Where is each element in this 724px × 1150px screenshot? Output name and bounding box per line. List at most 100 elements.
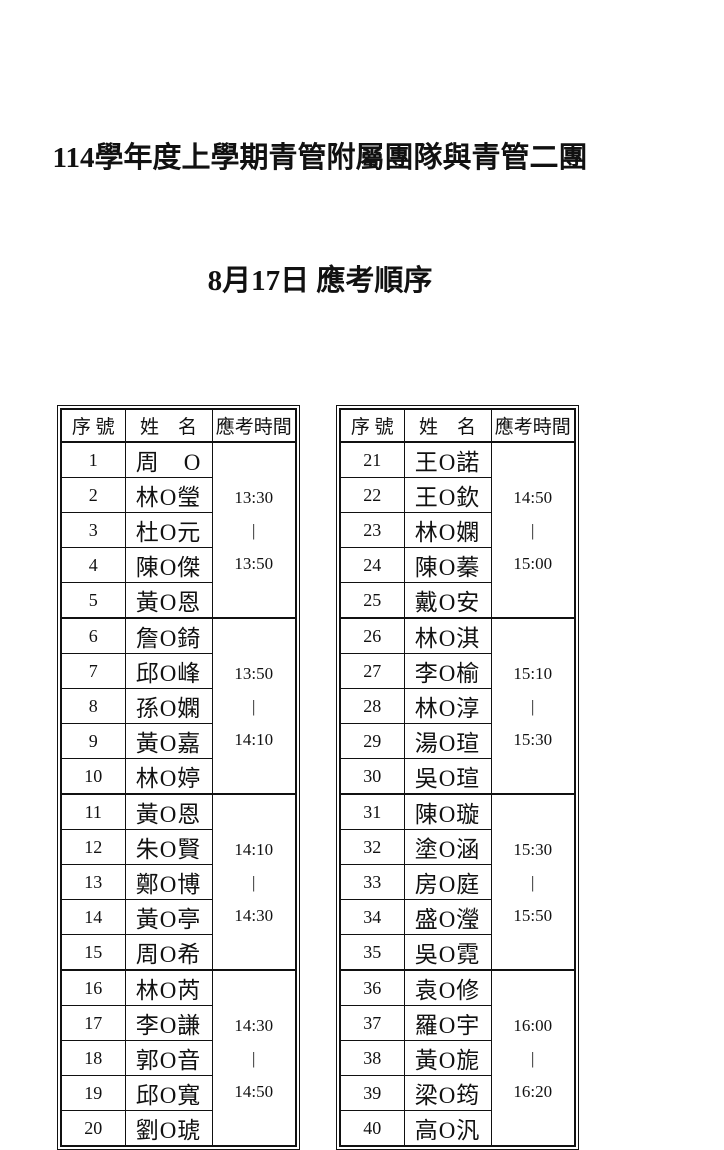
table-row: 14 黃O亭 bbox=[60, 899, 296, 935]
name-cell: 羅O宇 bbox=[403, 1005, 492, 1041]
table-row: 33 房O庭 bbox=[339, 864, 575, 900]
seq-cell: 9 bbox=[60, 723, 126, 759]
schedule-table-right: 序 號 姓 名 應考時間 21 王O諾 14:50 | 15:00 22 王O欽 bbox=[339, 408, 576, 1147]
table-row: 24 陳O蓁 bbox=[339, 547, 575, 583]
time-group: 26 林O淇 15:10 | 15:30 27 李O榆 28 林O淳 29 bbox=[339, 617, 576, 795]
table-row: 9 黃O嘉 bbox=[60, 723, 296, 759]
name-cell: 黃O恩 bbox=[124, 582, 213, 619]
name-cell: 朱O賢 bbox=[124, 829, 213, 865]
name-cell: 吳O霓 bbox=[403, 934, 492, 971]
seq-cell: 19 bbox=[60, 1075, 126, 1111]
name-cell: 林O淳 bbox=[403, 688, 492, 724]
time-cell: 15:10 | 15:30 bbox=[490, 617, 576, 795]
table-row: 12 朱O賢 bbox=[60, 829, 296, 865]
seq-cell: 23 bbox=[339, 512, 405, 548]
time-cell: 14:50 | 15:00 bbox=[490, 441, 576, 619]
name-cell: 房O庭 bbox=[403, 864, 492, 900]
seq-cell: 39 bbox=[339, 1075, 405, 1111]
seq-cell: 29 bbox=[339, 723, 405, 759]
seq-cell: 21 bbox=[339, 441, 405, 478]
seq-cell: 37 bbox=[339, 1005, 405, 1041]
table-row: 29 湯O瑄 bbox=[339, 723, 575, 759]
table-row: 6 詹O錡 13:50 | 14:10 bbox=[60, 617, 297, 795]
header-row: 序 號 姓 名 應考時間 bbox=[60, 408, 297, 443]
schedule-tables: 序 號 姓 名 應考時間 1 周 O 13:30 | 13:50 2 林O瑩 bbox=[57, 405, 724, 1150]
name-cell: 戴O安 bbox=[403, 582, 492, 619]
time-group: 6 詹O錡 13:50 | 14:10 7 邱O峰 8 孫O嫻 9 黃O嘉 bbox=[60, 617, 297, 795]
table-row: 10 林O婷 bbox=[60, 758, 296, 795]
table-row: 25 戴O安 bbox=[339, 582, 575, 619]
table-row: 35 吳O霓 bbox=[339, 934, 575, 971]
seq-cell: 15 bbox=[60, 934, 126, 971]
time-group: 36 袁O修 16:00 | 16:20 37 羅O宇 38 黃O旎 39 bbox=[339, 969, 576, 1147]
header-seq: 序 號 bbox=[339, 408, 405, 443]
table-row: 16 林O芮 14:30 | 14:50 bbox=[60, 969, 297, 1147]
seq-cell: 2 bbox=[60, 477, 126, 513]
seq-cell: 32 bbox=[339, 829, 405, 865]
name-cell: 林O瑩 bbox=[124, 477, 213, 513]
name-cell: 袁O修 bbox=[403, 969, 492, 1006]
name-cell: 邱O峰 bbox=[124, 653, 213, 689]
name-cell: 梁O筠 bbox=[403, 1075, 492, 1111]
seq-cell: 6 bbox=[60, 617, 126, 654]
name-cell: 周O希 bbox=[124, 934, 213, 971]
schedule-table-right-frame: 序 號 姓 名 應考時間 21 王O諾 14:50 | 15:00 22 王O欽 bbox=[336, 405, 579, 1150]
seq-cell: 33 bbox=[339, 864, 405, 900]
seq-cell: 5 bbox=[60, 582, 126, 619]
table-row: 26 林O淇 15:10 | 15:30 bbox=[339, 617, 576, 795]
time-group: 31 陳O璇 15:30 | 15:50 32 塗O涵 33 房O庭 34 bbox=[339, 793, 576, 971]
seq-cell: 17 bbox=[60, 1005, 126, 1041]
name-cell: 黃O亭 bbox=[124, 899, 213, 935]
table-row: 4 陳O傑 bbox=[60, 547, 296, 583]
seq-cell: 38 bbox=[339, 1040, 405, 1076]
table-row: 23 林O嫻 bbox=[339, 512, 575, 548]
seq-cell: 30 bbox=[339, 758, 405, 795]
seq-cell: 31 bbox=[339, 793, 405, 830]
seq-cell: 8 bbox=[60, 688, 126, 724]
name-cell: 林O嫻 bbox=[403, 512, 492, 548]
table-row: 31 陳O璇 15:30 | 15:50 bbox=[339, 793, 576, 971]
document-title: 114學年度上學期青管附屬團隊與青管二團 8月17日 應考順序 bbox=[0, 0, 640, 384]
name-cell: 林O婷 bbox=[124, 758, 213, 795]
seq-cell: 28 bbox=[339, 688, 405, 724]
table-row: 15 周O希 bbox=[60, 934, 296, 971]
seq-cell: 10 bbox=[60, 758, 126, 795]
time-cell: 13:50 | 14:10 bbox=[211, 617, 297, 795]
seq-cell: 11 bbox=[60, 793, 126, 830]
time-group: 16 林O芮 14:30 | 14:50 17 李O謙 18 郭O音 19 bbox=[60, 969, 297, 1147]
table-row: 36 袁O修 16:00 | 16:20 bbox=[339, 969, 576, 1147]
time-cell: 13:30 | 13:50 bbox=[211, 441, 297, 619]
seq-cell: 26 bbox=[339, 617, 405, 654]
name-cell: 王O欽 bbox=[403, 477, 492, 513]
time-group: 11 黃O恩 14:10 | 14:30 12 朱O賢 13 鄭O博 14 bbox=[60, 793, 297, 971]
seq-cell: 16 bbox=[60, 969, 126, 1006]
table-row: 7 邱O峰 bbox=[60, 653, 296, 689]
table-row: 11 黃O恩 14:10 | 14:30 bbox=[60, 793, 297, 971]
seq-cell: 40 bbox=[339, 1110, 405, 1147]
table-row: 8 孫O嫻 bbox=[60, 688, 296, 724]
table-row: 2 林O瑩 bbox=[60, 477, 296, 513]
seq-cell: 12 bbox=[60, 829, 126, 865]
time-group: 21 王O諾 14:50 | 15:00 22 王O欽 23 林O嫻 24 bbox=[339, 441, 576, 619]
time-cell: 14:10 | 14:30 bbox=[211, 793, 297, 971]
table-row: 5 黃O恩 bbox=[60, 582, 296, 619]
seq-cell: 7 bbox=[60, 653, 126, 689]
seq-cell: 35 bbox=[339, 934, 405, 971]
name-cell: 陳O傑 bbox=[124, 547, 213, 583]
header-name: 姓 名 bbox=[403, 408, 492, 443]
name-cell: 陳O蓁 bbox=[403, 547, 492, 583]
time-cell: 15:30 | 15:50 bbox=[490, 793, 576, 971]
seq-cell: 25 bbox=[339, 582, 405, 619]
schedule-table-left-frame: 序 號 姓 名 應考時間 1 周 O 13:30 | 13:50 2 林O瑩 bbox=[57, 405, 300, 1150]
name-cell: 黃O恩 bbox=[124, 793, 213, 830]
table-row: 13 鄭O博 bbox=[60, 864, 296, 900]
time-group: 1 周 O 13:30 | 13:50 2 林O瑩 3 杜O元 4 陳O傑 bbox=[60, 441, 297, 619]
name-cell: 湯O瑄 bbox=[403, 723, 492, 759]
name-cell: 杜O元 bbox=[124, 512, 213, 548]
name-cell: 林O芮 bbox=[124, 969, 213, 1006]
header-row: 序 號 姓 名 應考時間 bbox=[339, 408, 576, 443]
header-time: 應考時間 bbox=[211, 408, 297, 443]
name-cell: 吳O瑄 bbox=[403, 758, 492, 795]
name-cell: 劉O琥 bbox=[124, 1110, 213, 1147]
